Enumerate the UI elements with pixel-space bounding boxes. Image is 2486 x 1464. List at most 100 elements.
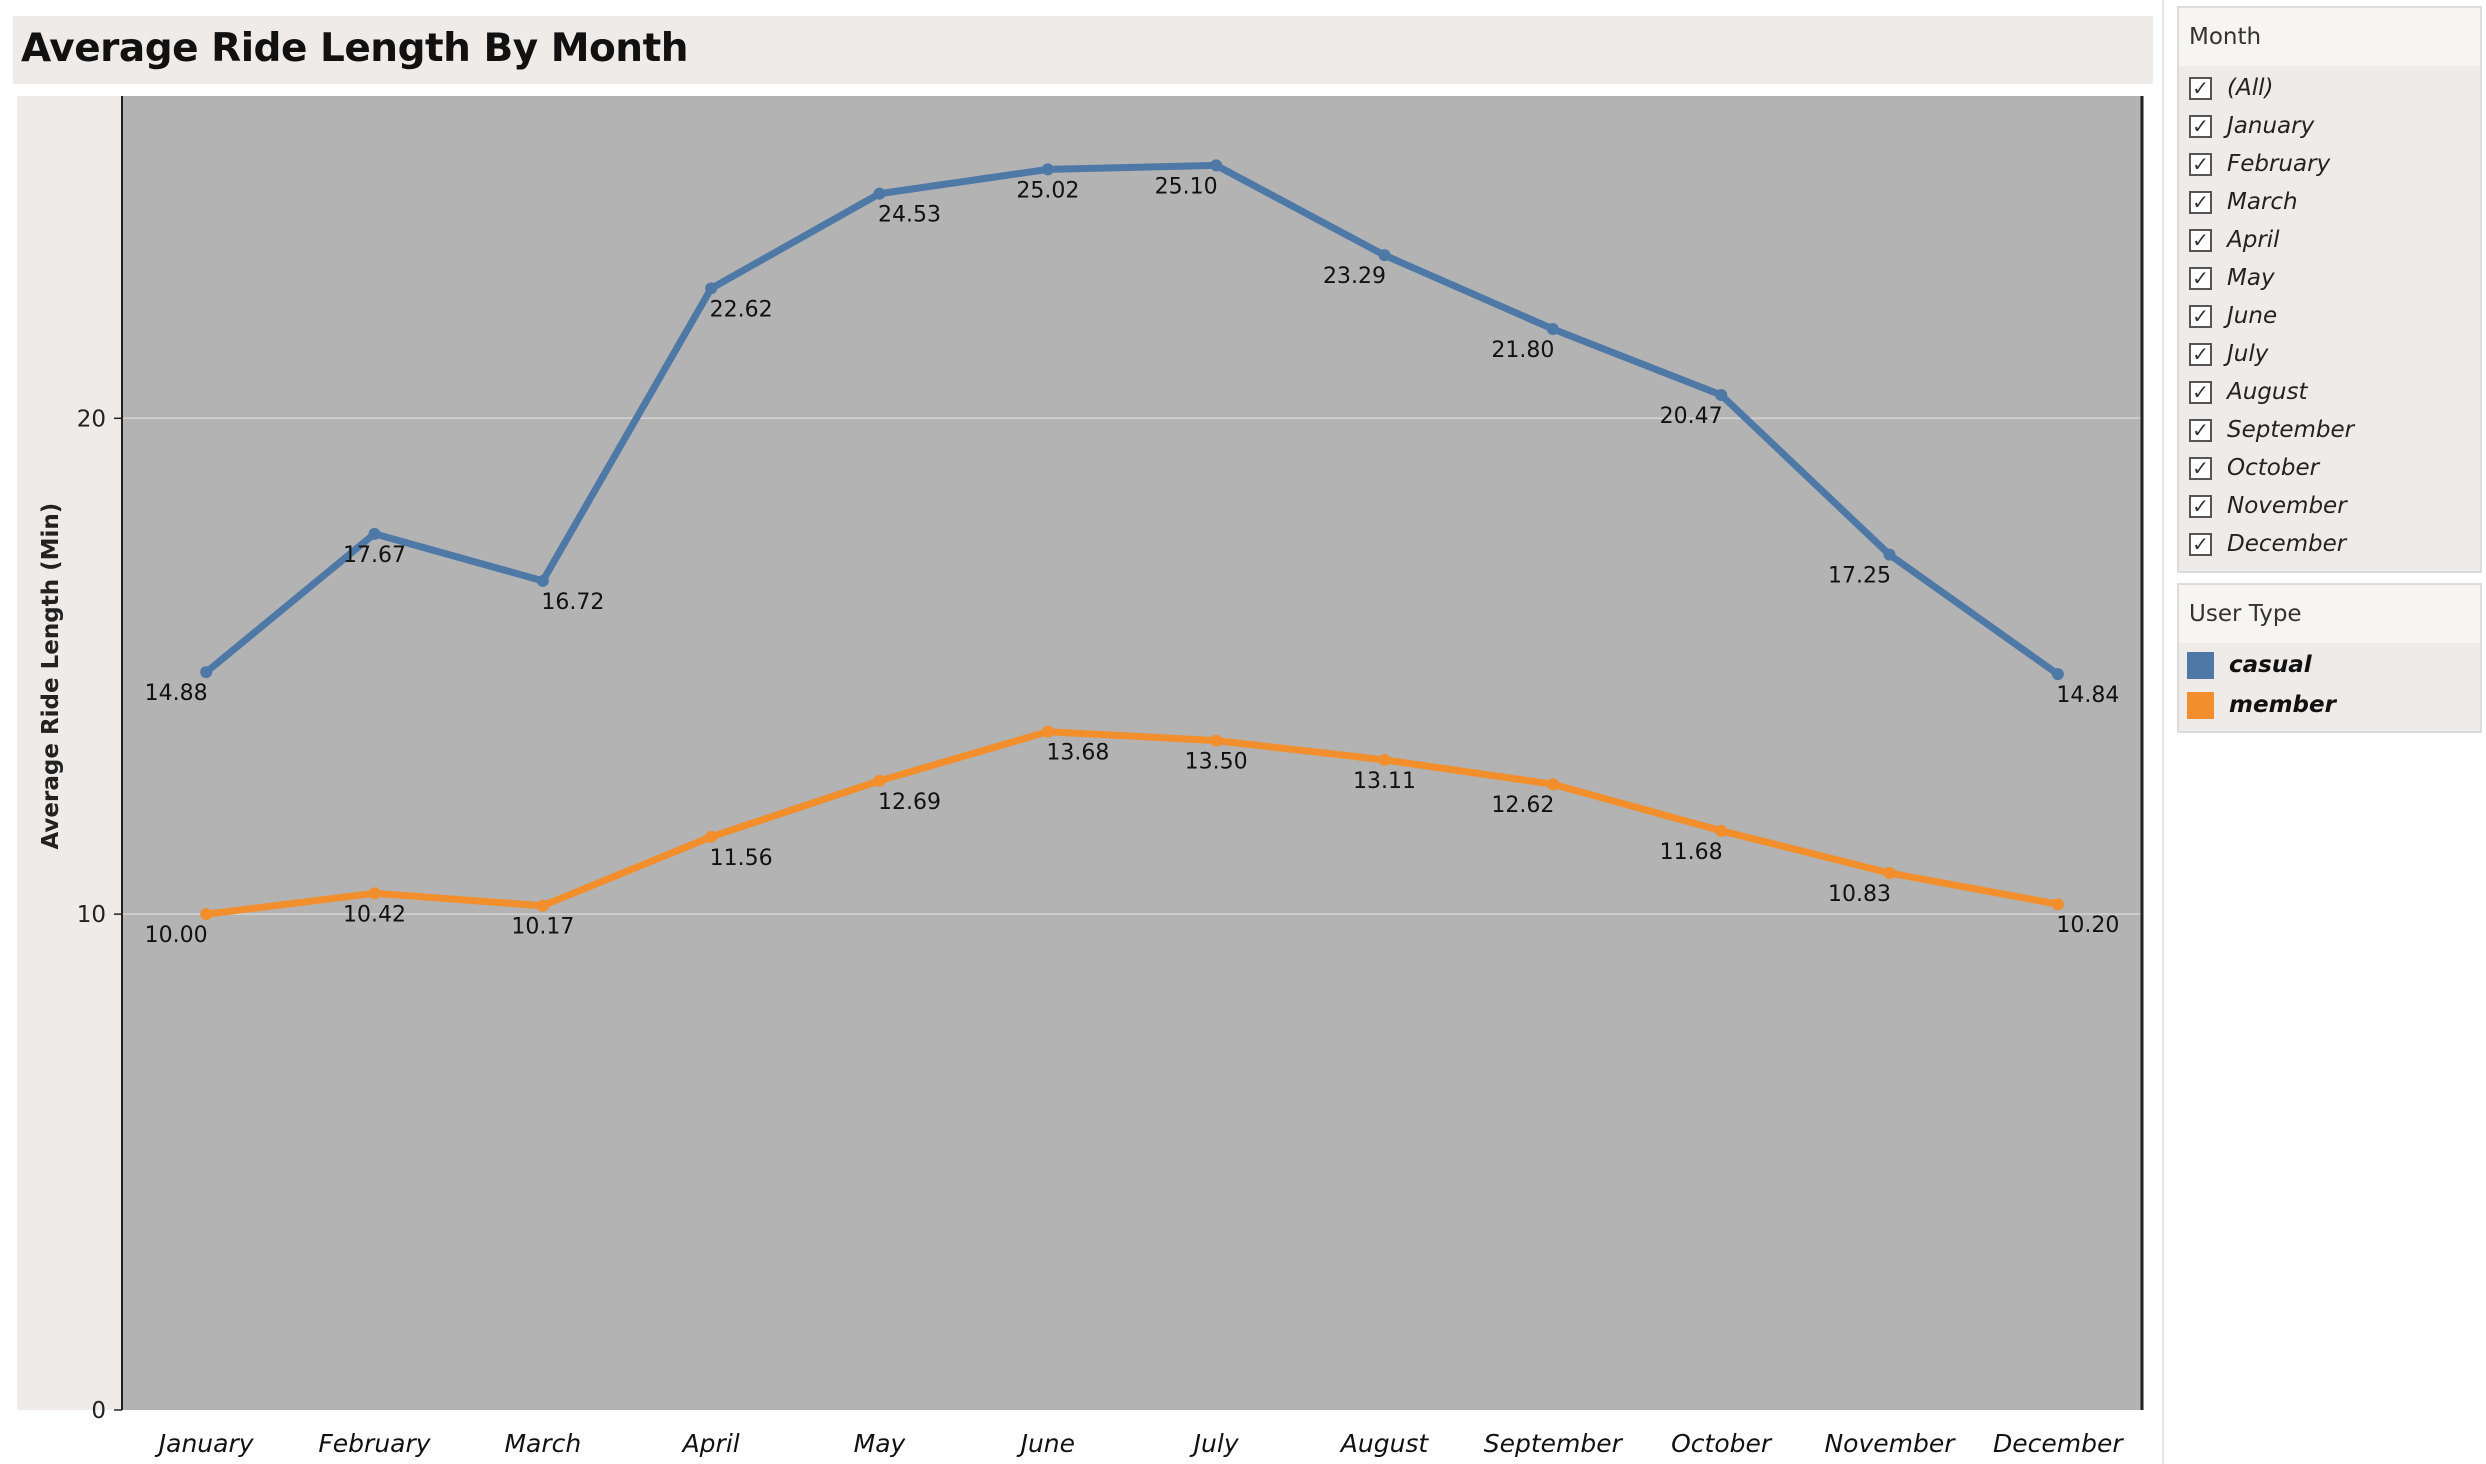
data-point-member: [1883, 866, 1896, 879]
data-point-casual: [2051, 668, 2064, 681]
data-point-member: [1210, 734, 1223, 747]
month-filter-label: June: [2227, 303, 2278, 329]
month-filter-label: February: [2227, 151, 2331, 177]
y-tick-label: 20: [77, 406, 106, 432]
y-tick-label: 10: [77, 902, 106, 928]
month-filter-label: October: [2227, 455, 2320, 481]
month-filter-item[interactable]: ✓ September: [2179, 411, 2480, 449]
data-point-member: [536, 899, 549, 912]
month-filter-item[interactable]: ✓ (All): [2179, 69, 2480, 107]
data-point-member: [368, 887, 381, 900]
data-label-casual: 23.29: [1323, 264, 1386, 289]
checkbox-icon[interactable]: ✓: [2189, 76, 2212, 100]
data-label-casual: 21.80: [1491, 338, 1554, 363]
data-point-casual: [536, 574, 549, 587]
legend-item-casual[interactable]: casual: [2179, 645, 2480, 685]
month-filter-item[interactable]: ✓ April: [2179, 221, 2480, 259]
data-label-casual: 25.10: [1155, 174, 1218, 199]
checkbox-icon[interactable]: ✓: [2189, 304, 2212, 328]
data-point-casual: [368, 527, 381, 540]
month-filter-item[interactable]: ✓ January: [2179, 107, 2480, 145]
checkbox-icon[interactable]: ✓: [2189, 532, 2212, 556]
month-filter-label: August: [2227, 379, 2308, 405]
data-point-casual: [873, 187, 886, 200]
pane-divider: [2162, 0, 2164, 1464]
x-tick-label: October: [1671, 1429, 1773, 1458]
month-filter-title: Month: [2179, 8, 2480, 66]
month-filter-label: (All): [2227, 75, 2274, 101]
checkbox-icon[interactable]: ✓: [2189, 114, 2212, 138]
x-tick-label: August: [1339, 1429, 1430, 1458]
month-filter-label: November: [2227, 493, 2347, 519]
x-tick-label: November: [1824, 1429, 1956, 1458]
series-line-member: [202, 728, 2062, 918]
month-filter-label: December: [2227, 531, 2347, 557]
data-point-member: [705, 830, 718, 843]
x-tick-label: May: [854, 1429, 907, 1458]
title-bar: Average Ride Length By Month: [13, 16, 2153, 84]
month-filter-label: March: [2227, 189, 2298, 215]
x-tick-label: June: [1016, 1429, 1075, 1458]
checkbox-icon[interactable]: ✓: [2189, 266, 2212, 290]
data-point-member: [873, 774, 886, 787]
data-label-casual: 17.25: [1828, 564, 1891, 589]
month-filter-item[interactable]: ✓ July: [2179, 335, 2480, 373]
checkbox-icon[interactable]: ✓: [2189, 190, 2212, 214]
data-label-member: 13.11: [1353, 769, 1416, 794]
month-filter-list: ✓ (All) ✓ January ✓ February ✓ March ✓ April ✓ May ✓…: [2179, 66, 2480, 571]
data-label-casual: 24.53: [878, 203, 941, 228]
y-tick-label: 0: [91, 1398, 106, 1424]
data-label-member: 11.56: [710, 846, 773, 871]
data-label-member: 12.62: [1491, 793, 1554, 818]
legend-label: casual: [2229, 652, 2312, 678]
data-label-casual: 14.84: [2056, 683, 2119, 708]
month-filter: Month ✓ (All) ✓ January ✓ February ✓ March ✓ Apri…: [2177, 6, 2482, 573]
series-line-casual: [202, 161, 2062, 678]
data-label-member: 10.20: [2056, 913, 2119, 938]
checkbox-icon[interactable]: ✓: [2189, 456, 2212, 480]
month-filter-item[interactable]: ✓ December: [2179, 525, 2480, 563]
checkbox-icon[interactable]: ✓: [2189, 494, 2212, 518]
line-chart: 0 10 20 Average Ride Length (Min) January Feb…: [17, 96, 2144, 1458]
user-type-legend: User Type casual member: [2177, 583, 2482, 733]
month-filter-item[interactable]: ✓ February: [2179, 145, 2480, 183]
legend-swatch: [2187, 691, 2214, 719]
data-label-member: 13.68: [1046, 741, 1109, 766]
checkbox-icon[interactable]: ✓: [2189, 380, 2212, 404]
data-point-casual: [1210, 159, 1223, 172]
data-point-casual: [1041, 163, 1054, 176]
data-point-member: [200, 908, 213, 921]
data-point-casual: [705, 282, 718, 295]
x-tick-label: December: [1993, 1429, 2124, 1458]
data-label-casual: 25.02: [1016, 178, 1079, 203]
y-axis-title: Average Ride Length (Min): [38, 503, 64, 850]
checkbox-icon[interactable]: ✓: [2189, 152, 2212, 176]
data-label-casual: 16.72: [541, 590, 604, 615]
data-label-member: 10.00: [145, 923, 208, 948]
month-filter-label: January: [2227, 113, 2315, 139]
x-tick-label: January: [154, 1429, 255, 1458]
month-filter-item[interactable]: ✓ October: [2179, 449, 2480, 487]
data-label-casual: 20.47: [1660, 404, 1723, 429]
legend-list: casual member: [2179, 643, 2480, 731]
x-tick-label: March: [504, 1429, 581, 1458]
month-filter-item[interactable]: ✓ June: [2179, 297, 2480, 335]
checkbox-icon[interactable]: ✓: [2189, 418, 2212, 442]
x-tick-label: February: [318, 1429, 431, 1458]
month-filter-item[interactable]: ✓ May: [2179, 259, 2480, 297]
month-filter-label: September: [2227, 417, 2355, 443]
chart-area: 0 10 20 Average Ride Length (Min) January Feb…: [0, 90, 2160, 1464]
checkbox-icon[interactable]: ✓: [2189, 228, 2212, 252]
data-label-member: 12.69: [878, 790, 941, 815]
data-label-casual: 22.62: [710, 297, 773, 322]
checkbox-icon[interactable]: ✓: [2189, 342, 2212, 366]
month-filter-item[interactable]: ✓ November: [2179, 487, 2480, 525]
legend-item-member[interactable]: member: [2179, 685, 2480, 725]
data-label-member: 10.17: [511, 915, 574, 940]
month-filter-item[interactable]: ✓ March: [2179, 183, 2480, 221]
x-tick-label: July: [1189, 1429, 1240, 1458]
month-filter-item[interactable]: ✓ August: [2179, 373, 2480, 411]
data-label-member: 11.68: [1660, 840, 1723, 865]
page-title: Average Ride Length By Month: [21, 26, 688, 71]
data-point-casual: [1883, 548, 1896, 561]
